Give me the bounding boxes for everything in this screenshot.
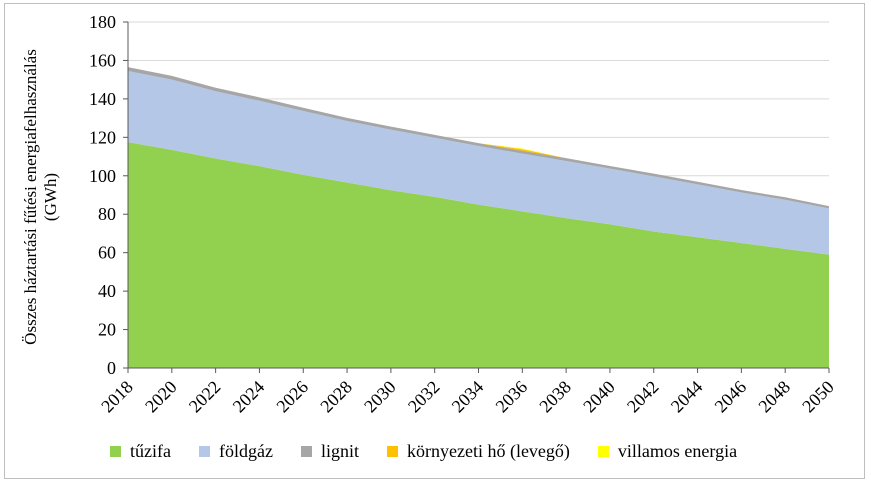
y-tick-label: 120 <box>89 127 116 147</box>
area-lignit <box>128 67 829 209</box>
legend-label: földgáz <box>218 441 273 461</box>
x-tick-label: 2032 <box>404 377 444 417</box>
legend-item: lignit <box>300 441 359 462</box>
axes <box>123 21 830 373</box>
legend-label: tűzifa <box>130 441 171 461</box>
area-földgáz <box>128 71 829 255</box>
x-tick-label: 2030 <box>360 377 400 417</box>
x-tick-label: 2050 <box>798 377 838 417</box>
x-tick-label: 2024 <box>229 377 269 417</box>
y-axis-label: Összes háztartási fűtési energiafelhaszn… <box>21 49 60 345</box>
legend-item: villamos energia <box>597 441 738 462</box>
stacked-areas <box>128 67 829 368</box>
x-tick-label: 2034 <box>448 377 488 417</box>
x-tick-label: 2038 <box>535 377 575 417</box>
x-tick-labels: 2018 2020 2022 2024 2026 2028 2030 2032 2034 2036… <box>97 377 838 417</box>
y-tick-label: 60 <box>98 243 116 263</box>
legend-label: lignit <box>320 441 359 461</box>
x-tick-label: 2044 <box>667 377 707 417</box>
area-tűzifa <box>128 142 829 368</box>
y-tick-label: 20 <box>98 320 116 340</box>
x-tick-label: 2020 <box>141 377 181 417</box>
legend-item: környezeti hő (levegő) <box>386 441 570 462</box>
legend-swatch <box>597 446 609 457</box>
legend-label: környezeti hő (levegő) <box>406 441 570 461</box>
y-tick-label: 160 <box>89 50 116 70</box>
x-tick-label: 2042 <box>623 377 663 417</box>
y-tick-label: 100 <box>89 166 116 186</box>
x-tick-label: 2018 <box>97 377 137 417</box>
y-tick-label: 180 <box>89 12 116 32</box>
legend-swatch <box>386 446 398 457</box>
y-tick-label: 40 <box>98 281 116 301</box>
legend-swatch <box>110 446 121 457</box>
legend-swatch <box>198 446 210 457</box>
legend: tűzifa földgáz lignit környezeti hő (levegő… <box>110 441 765 462</box>
y-tick-label: 0 <box>107 358 116 378</box>
legend-label: villamos energia <box>617 441 738 461</box>
y-tick-label: 140 <box>89 89 116 109</box>
x-tick-label: 2026 <box>272 377 312 417</box>
x-tick-label: 2046 <box>711 377 751 417</box>
legend-swatch <box>300 446 312 457</box>
y-tick-label: 80 <box>98 204 116 224</box>
x-tick-label: 2048 <box>754 377 794 417</box>
x-tick-label: 2022 <box>185 377 225 417</box>
x-tick-label: 2028 <box>316 377 356 417</box>
legend-item: földgáz <box>198 441 273 462</box>
x-tick-label: 2040 <box>579 377 619 417</box>
legend-item: tűzifa <box>110 441 171 462</box>
y-tick-labels: 0 20 40 60 80 100 120 140 160 180 <box>89 12 116 378</box>
x-tick-label: 2036 <box>492 377 532 417</box>
